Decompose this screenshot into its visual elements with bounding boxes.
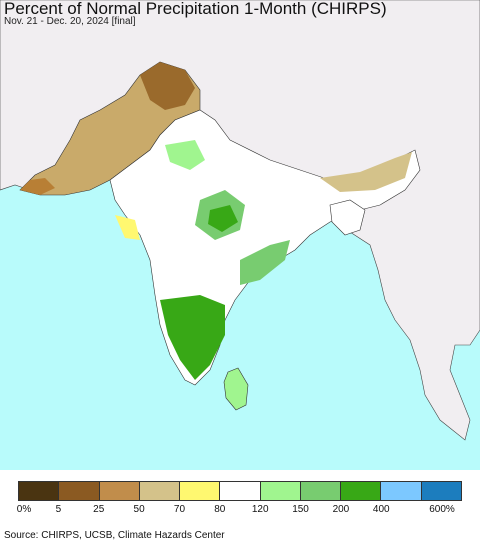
region-east-green bbox=[240, 240, 290, 285]
legend-swatch bbox=[300, 482, 342, 500]
legend-swatch bbox=[421, 482, 461, 500]
legend-tick-label: 150 bbox=[292, 504, 309, 515]
legend-tick-label: 5 bbox=[55, 504, 62, 515]
legend-tick-label: 0% bbox=[16, 504, 32, 515]
region-west-yellow bbox=[115, 215, 140, 240]
map-title: Percent of Normal Precipitation 1-Month … bbox=[4, 0, 387, 18]
region-southwest-coast bbox=[20, 178, 55, 195]
legend-tick-label: 120 bbox=[251, 504, 269, 515]
region-sri-lanka bbox=[223, 367, 249, 411]
legend-tick-label: 50 bbox=[133, 504, 145, 515]
region-bangladesh bbox=[329, 199, 366, 236]
region-north-green bbox=[165, 140, 205, 170]
region-central-darkgreen bbox=[208, 205, 238, 232]
legend-swatch bbox=[99, 482, 140, 500]
legend-swatch bbox=[180, 482, 221, 500]
legend-tick-label: 600% bbox=[429, 504, 455, 515]
map-subtitle: Nov. 21 - Dec. 20, 2024 [final] bbox=[4, 16, 136, 27]
legend-swatch bbox=[381, 482, 422, 500]
legend-tick-label: 70 bbox=[173, 504, 186, 515]
legend-tick-label: 400 bbox=[372, 504, 390, 515]
precipitation-map bbox=[0, 0, 480, 470]
legend-swatch bbox=[139, 482, 181, 500]
region-south-green bbox=[160, 295, 225, 380]
region-northeast-yellow bbox=[320, 152, 412, 192]
legend-swatch bbox=[59, 482, 100, 500]
legend-tick-label: 200 bbox=[332, 504, 350, 515]
region-north-brown bbox=[140, 62, 195, 110]
legend-swatch bbox=[19, 482, 60, 500]
legend-swatch bbox=[260, 482, 301, 500]
legend-swatch bbox=[341, 482, 382, 500]
legend-tick-label: 25 bbox=[93, 504, 105, 515]
legend-swatch bbox=[220, 482, 261, 500]
source-credit: Source: CHIRPS, UCSB, Climate Hazards Ce… bbox=[4, 530, 225, 541]
color-legend bbox=[18, 481, 462, 501]
legend-tick-label: 80 bbox=[214, 504, 226, 515]
